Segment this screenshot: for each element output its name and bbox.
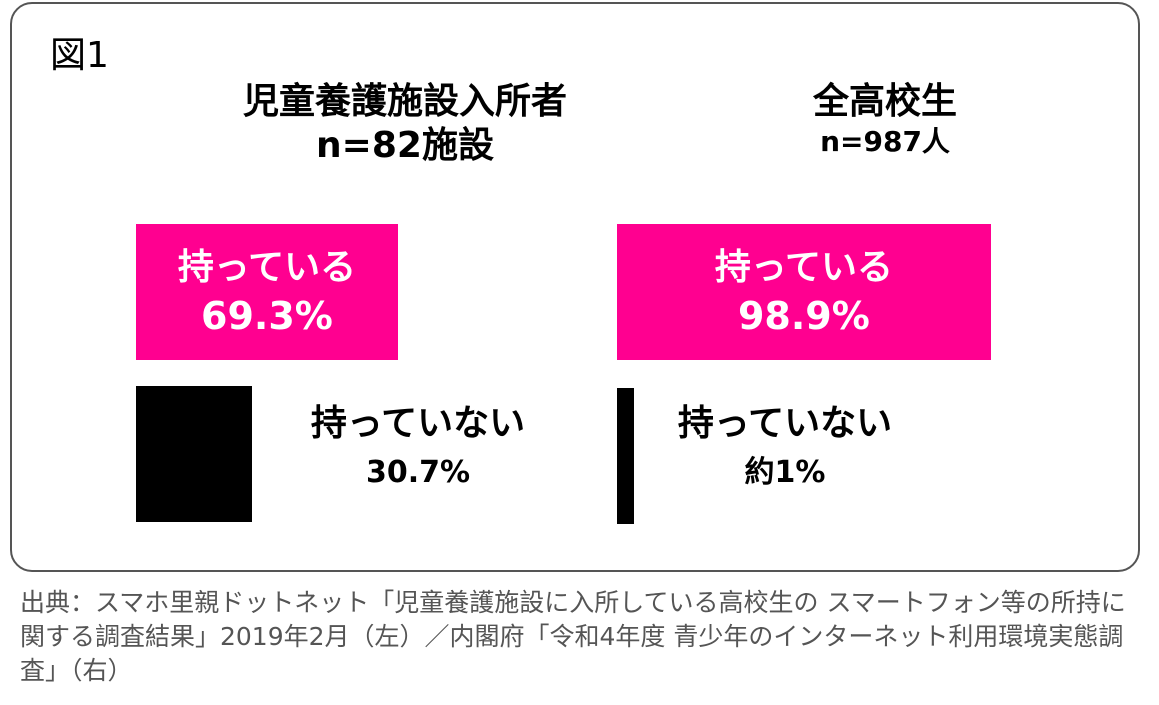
- left-nothave-bar: [136, 386, 253, 522]
- left-have-bar: 持っている 69.3%: [136, 224, 398, 360]
- right-nothave-value: 約1%: [744, 455, 826, 490]
- left-have-label: 持っている: [177, 247, 357, 288]
- right-title: 全高校生: [812, 81, 957, 122]
- right-group-title: 全高校生 n=987人: [770, 80, 1000, 160]
- left-nothave-label: 持っていない: [310, 403, 526, 444]
- right-nothave-bar: [617, 388, 634, 524]
- figure-label: 図1: [50, 35, 109, 76]
- left-nothave-text: 持っていない 30.7%: [268, 398, 568, 496]
- left-nothave-value: 30.7%: [365, 455, 471, 490]
- left-title: 児童養護施設入所者: [242, 81, 567, 122]
- left-subtitle: n=82施設: [316, 125, 494, 166]
- right-nothave-label: 持っていない: [677, 403, 893, 444]
- right-nothave-text: 持っていない 約1%: [645, 398, 925, 496]
- right-subtitle: n=987人: [820, 125, 950, 158]
- right-have-bar: 持っている 98.9%: [617, 224, 991, 360]
- source-note: 出典：スマホ里親ドットネット「児童養護施設に入所している高校生の スマートフォン…: [20, 588, 1126, 685]
- right-have-value: 98.9%: [737, 294, 870, 338]
- left-group-title: 児童養護施設入所者 n=82施設: [200, 80, 610, 168]
- left-have-value: 69.3%: [201, 294, 333, 338]
- right-have-label: 持っている: [714, 247, 894, 288]
